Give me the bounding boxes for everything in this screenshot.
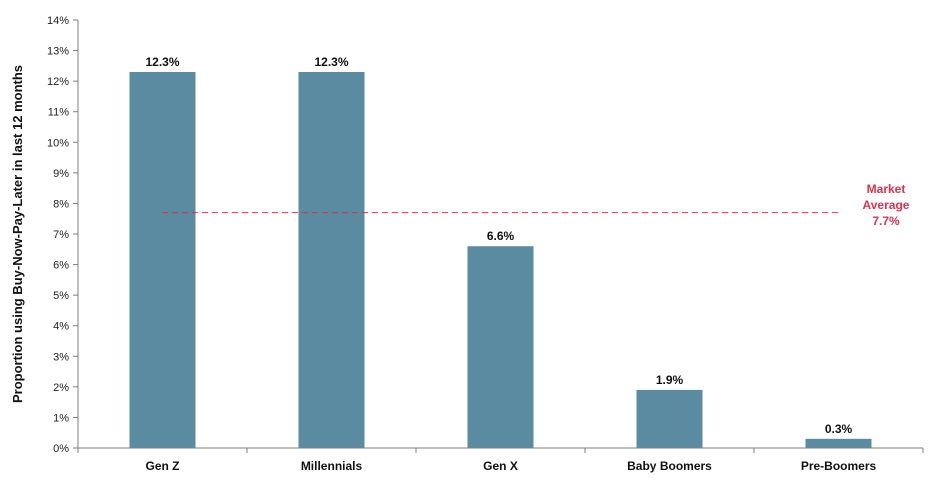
y-tick-label: 5%	[53, 290, 69, 302]
y-tick-label: 1%	[53, 412, 69, 424]
y-tick-label: 8%	[53, 198, 69, 210]
x-tick-label: Baby Boomers	[627, 459, 712, 473]
y-tick-label: 7%	[53, 229, 69, 241]
market-average-reference: Market Average 7.7%	[162, 182, 910, 228]
x-tick-label: Millennials	[301, 459, 363, 473]
x-tick-label: Gen Z	[145, 459, 179, 473]
y-tick-label: 12%	[47, 76, 69, 88]
value-label: 0.3%	[825, 422, 853, 436]
bar-gen-x	[467, 246, 534, 448]
bar-gen-z	[129, 71, 196, 448]
value-labels: 12.3% 12.3% 6.6% 1.9% 0.3%	[145, 55, 852, 436]
market-average-label-line: Market	[867, 182, 906, 196]
y-tick-label: 11%	[48, 107, 69, 119]
bar-baby-boomers	[636, 389, 703, 448]
value-label: 12.3%	[145, 55, 179, 69]
x-tick-label: Pre-Boomers	[801, 459, 877, 473]
y-tick-label: 14%	[47, 15, 69, 27]
y-tick-label: 4%	[53, 321, 69, 333]
x-axis-ticks: Gen Z Millennials Gen X Baby Boomers Pre-Boo…	[77, 448, 924, 473]
market-average-label: Market Average 7.7%	[863, 182, 910, 228]
y-axis-ticks: 0% 1% 2% 3% 4% 5% 6% 7% 8% 9% 10% 11% 12% 13% 14%	[47, 15, 78, 455]
y-axis-title: Proportion using Buy-Now-Pay-Later in la…	[10, 65, 25, 403]
y-tick-label: 13%	[47, 46, 69, 58]
bar-millennials	[298, 71, 365, 448]
y-tick-label: 6%	[53, 260, 69, 272]
y-tick-label: 10%	[47, 137, 69, 149]
y-tick-label: 3%	[53, 351, 69, 363]
y-tick-label: 2%	[53, 382, 69, 394]
bars	[129, 71, 872, 448]
market-average-label-line: 7.7%	[872, 214, 900, 228]
market-average-label-line: Average	[863, 198, 910, 212]
value-label: 1.9%	[656, 373, 684, 387]
value-label: 12.3%	[314, 55, 348, 69]
bar-pre-boomers	[805, 438, 872, 448]
y-tick-label: 0%	[53, 443, 69, 455]
x-tick-label: Gen X	[483, 459, 518, 473]
value-label: 6.6%	[487, 229, 515, 243]
y-tick-label: 9%	[53, 168, 69, 180]
